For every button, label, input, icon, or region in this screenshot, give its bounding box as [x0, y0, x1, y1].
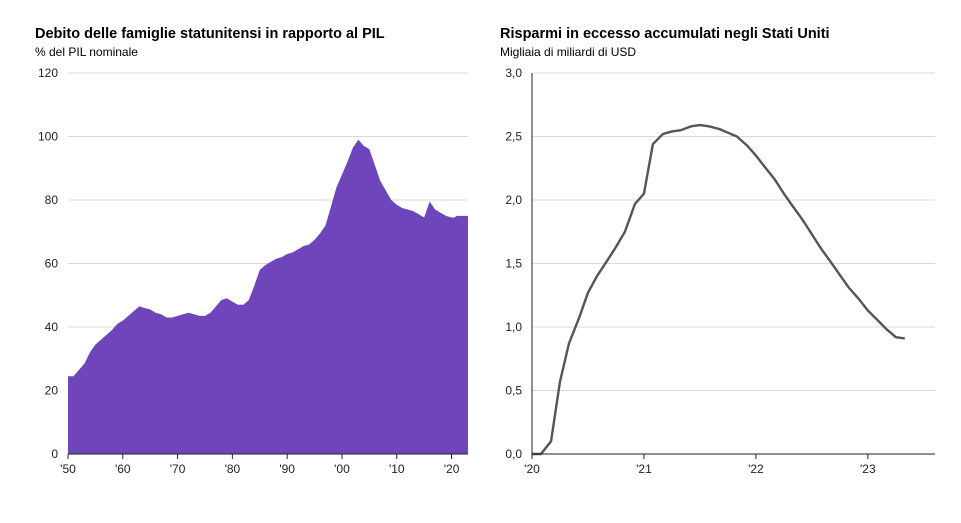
chart-title: Debito delle famiglie statunitensi in ra…: [35, 26, 385, 42]
x-tick-label: '20: [444, 462, 460, 476]
x-tick-label: '00: [334, 462, 350, 476]
y-tick-label: 2,5: [505, 130, 522, 144]
y-tick-label: 100: [38, 130, 58, 144]
x-tick-label: '50: [60, 462, 76, 476]
y-tick-label: 1,0: [505, 320, 522, 334]
line-series: [532, 123, 905, 456]
x-tick-label: '60: [115, 462, 131, 476]
chart-title: Risparmi in eccesso accumulati negli Sta…: [500, 26, 830, 42]
household-debt-chart: Debito delle famiglie statunitensi in ra…: [0, 0, 480, 523]
y-tick-label: 0,5: [505, 384, 522, 398]
y-tick-label: 2,0: [505, 193, 522, 207]
y-tick-label: 120: [38, 66, 58, 80]
x-tick-label: '10: [389, 462, 405, 476]
x-tick-label: '80: [225, 462, 241, 476]
household-debt-plot: 0 20 40 60 80 100 120 '50 '60 '70 '80 '90 '00 '10 '20: [38, 66, 468, 476]
excess-savings-chart: Risparmi in eccesso accumulati negli Sta…: [480, 0, 961, 523]
y-tick-label: 0,0: [505, 447, 522, 461]
x-tick-label: '23: [860, 462, 876, 476]
area-series: [68, 139, 468, 454]
chart-subtitle: % del PIL nominale: [35, 45, 138, 59]
y-tick-label: 40: [45, 320, 59, 334]
x-tick-label: '20: [524, 462, 540, 476]
x-tick-label: '21: [636, 462, 652, 476]
x-tick-label: '90: [279, 462, 295, 476]
y-tick-label: 60: [45, 257, 59, 271]
x-tick-label: '22: [748, 462, 764, 476]
excess-savings-plot: 0,0 0,5 1,0 1,5 2,0 2,5 3,0 '20 '21 '22 '23: [505, 66, 935, 476]
y-tick-label: 80: [45, 193, 59, 207]
y-tick-label: 0: [51, 447, 58, 461]
y-tick-label: 1,5: [505, 257, 522, 271]
y-tick-label: 3,0: [505, 66, 522, 80]
y-tick-label: 20: [45, 384, 59, 398]
chart-subtitle: Migliaia di miliardi di USD: [500, 45, 637, 59]
x-tick-label: '70: [170, 462, 186, 476]
